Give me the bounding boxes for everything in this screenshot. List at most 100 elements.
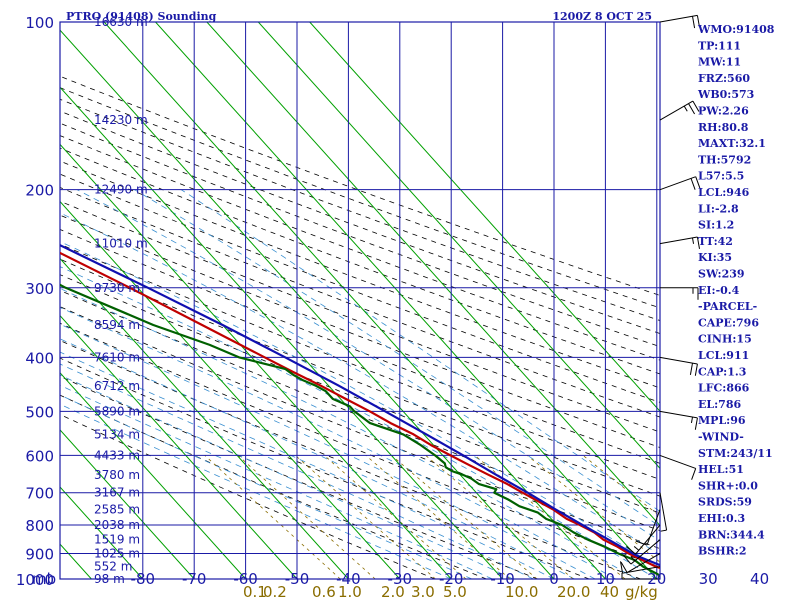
index-value: SW:239 (698, 268, 745, 281)
dry-adiabat-line (60, 289, 660, 532)
mixing-ratio-label: 20.0 (557, 583, 590, 600)
dry-adiabat-line (60, 357, 590, 579)
index-value: BRN:344.4 (698, 528, 765, 541)
height-label: 3780 m (94, 468, 140, 482)
height-label: 6712 m (94, 379, 140, 393)
grid (59, 21, 661, 580)
index-value: RH:80.8 (698, 121, 749, 134)
wind-barb-flag (692, 237, 695, 244)
dry-adiabat-line (60, 122, 660, 348)
sounding-datetime: 1200Z 8 OCT 25 (552, 10, 652, 23)
isotherm-line (60, 86, 503, 579)
wind-barb-flag (695, 176, 701, 189)
temperature-tick-label: -50 (285, 570, 310, 588)
wind-barb-flag (696, 236, 700, 249)
height-label: 7610 m (94, 350, 140, 364)
index-value: EHI:0.3 (698, 512, 745, 525)
isotherm-line (60, 429, 195, 579)
dewpoint-trace (60, 283, 660, 578)
index-value: SHR+:0.0 (698, 479, 758, 492)
dry-adiabat-line (60, 87, 660, 309)
index-value: FRZ:560 (698, 72, 750, 85)
mixing-ratio-line (204, 455, 341, 579)
mixing-ratio-label: 1.0 (338, 583, 362, 600)
temperature-tick-label: -60 (233, 570, 258, 588)
wind-barb-flag (694, 363, 698, 376)
index-value: EI:-0.4 (698, 284, 740, 297)
height-label: 16630 m (94, 15, 148, 29)
pressure-tick-label: 400 (25, 349, 54, 367)
mixing-ratio-line (324, 455, 467, 579)
moist-adiabat-line (60, 241, 660, 569)
sounding-traces (60, 243, 660, 578)
temperature-tick-label: 30 (699, 570, 718, 588)
wind-barb-staff (659, 236, 698, 245)
index-value: CAP:1.3 (698, 365, 746, 378)
height-label: 1519 m (94, 533, 140, 547)
moist-adiabat-line (60, 363, 534, 579)
isotherm-line (309, 22, 660, 412)
mixing-ratio-label: 2.0 (381, 583, 405, 600)
temperature-tick-label: -70 (182, 570, 207, 588)
index-value: TT:42 (698, 235, 733, 248)
height-label: 5134 m (94, 427, 140, 441)
height-label: 9730 m (94, 281, 140, 295)
index-value: TP:111 (698, 39, 741, 52)
dry-adiabat-line (60, 340, 641, 579)
moist-adiabat-line (180, 189, 660, 512)
pressure-tick-label: 500 (25, 403, 54, 421)
wind-barb-staff (659, 176, 696, 191)
height-label: 14230 m (94, 113, 148, 127)
index-value: WMO:91408 (697, 23, 775, 36)
wind-barb-flag (660, 529, 667, 532)
dry-adiabat-line (60, 274, 660, 514)
wind-barbs (620, 14, 701, 580)
index-value: L57:5.5 (698, 170, 744, 183)
wind-barb-flag (694, 417, 698, 430)
pressure-tick-label: 1000 (16, 571, 54, 589)
isotherm-line (60, 314, 298, 579)
index-value: -PARCEL- (698, 300, 757, 313)
mixing-ratio-label: 0.1 (243, 583, 267, 600)
wind-barb-flag (635, 540, 648, 546)
pressure-tick-label: 600 (25, 447, 54, 465)
wind-barb-staff (626, 553, 661, 573)
wind-barb-flag (633, 546, 640, 551)
mixing-ratio-label: 5.0 (443, 583, 467, 600)
wind-barb-flag (683, 105, 688, 112)
isotherm-line (155, 22, 658, 579)
index-value: MAXT:32.1 (698, 137, 766, 150)
dry-adiabat-line (60, 414, 436, 579)
temperature-tick-label: 40 (750, 570, 769, 588)
wind-barb-flag (692, 100, 700, 112)
index-value: TH:5792 (698, 153, 751, 166)
index-value: -WIND- (698, 431, 744, 444)
pressure-tick-label: 100 (25, 14, 54, 32)
mixing-ratio-label: 0.2 (263, 583, 287, 600)
isotherm-line (60, 143, 452, 579)
pressure-tick-label: 900 (25, 546, 54, 564)
pressure-tick-label: 300 (25, 280, 54, 298)
dry-adiabat-line (60, 110, 660, 334)
parcel-trace (60, 243, 660, 567)
height-label: 2585 m (94, 502, 140, 516)
pressure-tick-label: 800 (25, 517, 54, 535)
wind-barb-staff (630, 539, 661, 565)
height-label: 552 m (94, 560, 132, 574)
chart-title: PTRO (91408) Sounding (66, 10, 217, 23)
index-value: MPL:96 (698, 414, 746, 427)
height-label: 98 m (94, 572, 125, 586)
dry-adiabat-line (60, 394, 487, 579)
wind-barb-flag (620, 561, 624, 574)
wind-barb-staff (659, 356, 698, 365)
moist-adiabat-line (76, 189, 660, 542)
height-label: 2038 m (94, 518, 140, 532)
height-label: 11010 m (94, 237, 148, 251)
index-value: STM:243/11 (698, 447, 773, 460)
dry-adiabat-line (60, 229, 660, 464)
mixing-ratio-label: 40 (600, 583, 619, 600)
mixing-ratio-line (425, 455, 574, 579)
temperature-tick-label: 20 (647, 570, 666, 588)
